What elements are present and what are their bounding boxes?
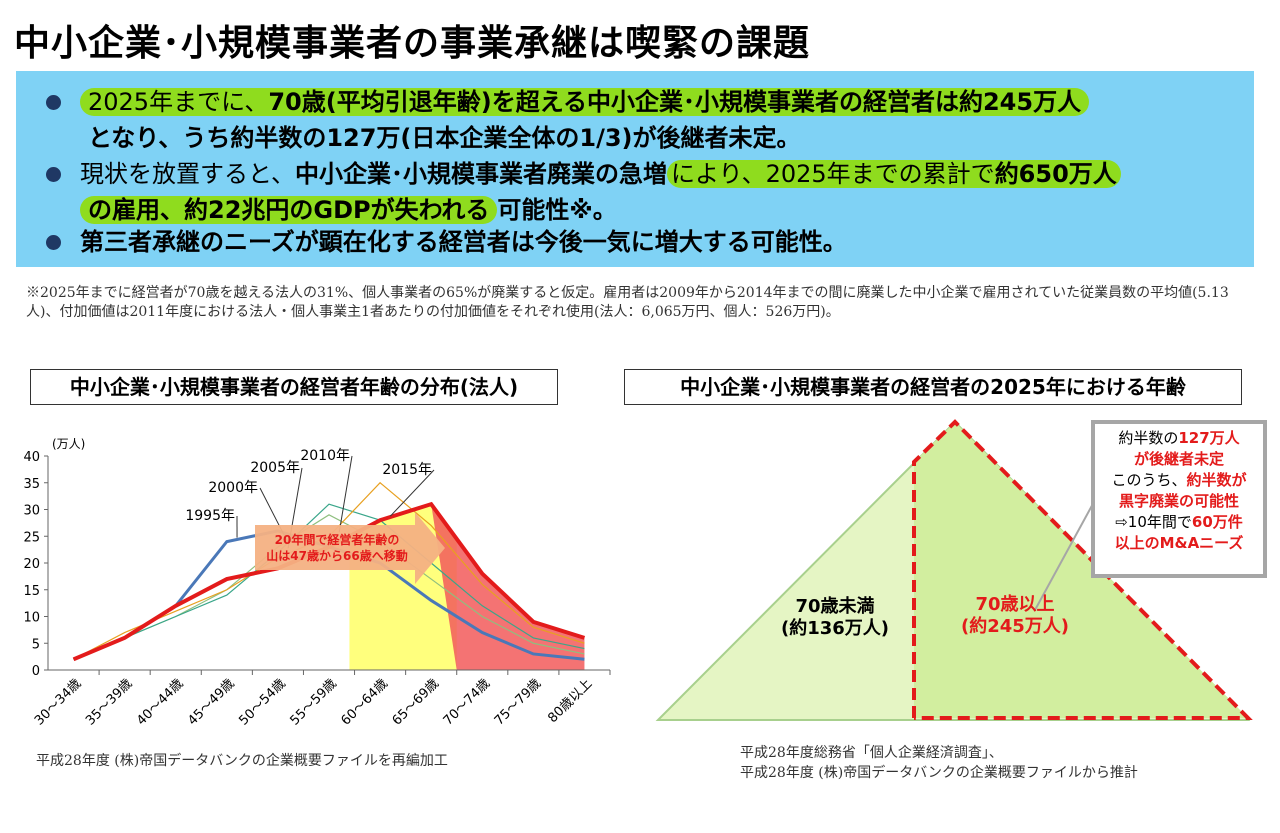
- b2-pre: 現状を放置すると、: [80, 160, 296, 188]
- under70-value: (約136万人): [780, 618, 890, 639]
- callout-l1a: 約半数の: [1118, 429, 1179, 447]
- bullet-dot: [46, 95, 61, 110]
- y-tick-label: 30: [23, 504, 40, 519]
- y-tick-label: 35: [23, 477, 40, 492]
- b3-text: 第三者承継のニーズが顕在化する経営者は今後一気に増大する可能性。: [80, 228, 847, 256]
- left-source: 平成28年度 (株)帝国データバンクの企業概要ファイルを再編加工: [36, 753, 448, 769]
- under70-label: 70歳未満: [795, 596, 875, 617]
- series-label-leader: [389, 469, 435, 517]
- arrow-label-1: 20年間で経営者年齢の: [275, 532, 400, 547]
- callout-pointer: [1034, 499, 1096, 611]
- x-tick-label: 30～34歳: [32, 676, 84, 728]
- x-tick-label: 65～69歳: [390, 676, 442, 728]
- series-label: 2000年: [208, 480, 258, 496]
- y-tick-label: 40: [23, 450, 40, 465]
- arrow-label-2: 山は47歳から66歳へ移動: [266, 548, 407, 563]
- x-tick-label: 75～79歳: [492, 676, 544, 728]
- under70-label-group: 70歳未満 (約136万人): [770, 596, 900, 640]
- b1-pre: 2025年までに、: [88, 88, 269, 116]
- series-line-2005年: [73, 503, 585, 660]
- x-tick-label: 55～59歳: [287, 676, 339, 728]
- age-pyramid: [655, 419, 1253, 721]
- right-source-2: 平成28年度 (株)帝国データバンクの企業概要ファイルから推計: [740, 765, 1138, 781]
- y-tick-label: 15: [23, 584, 40, 599]
- callout-l2: が後継者未定: [1133, 450, 1224, 468]
- y-tick-label: 10: [23, 611, 40, 626]
- pyramid-over70-fill: [914, 422, 1248, 718]
- x-tick-label: 80歳以上: [545, 676, 595, 726]
- x-tick-label: 50～54歳: [236, 676, 288, 728]
- x-tick-label: 45～49歳: [185, 676, 237, 728]
- b2-bold2: 約650万人: [994, 160, 1117, 188]
- callout-l6: 以上のM&Aニーズ: [1114, 534, 1244, 552]
- right-chart-title: 中小企業･小規模事業者の経営者の2025年における年齢: [624, 369, 1242, 405]
- age-distribution-chart: 0 5 10 15 20 25 30 35 40 (万人) 30～34歳35～39歳40～44歳45…: [23, 437, 611, 729]
- shade-70plus: [431, 504, 585, 670]
- callout-l1b: 127万人: [1178, 429, 1240, 447]
- series-label: 2005年: [250, 460, 300, 476]
- b2-line2-tail: 可能性※。: [497, 196, 617, 224]
- callout-box: 約半数の127万人 が後継者未定 このうち、約半数が 黒字廃業の可能性 ⇨10年…: [1091, 420, 1267, 578]
- x-tick-label: 60～64歳: [339, 676, 391, 728]
- bullet-dot: [46, 235, 61, 250]
- callout-l5b: 60万件: [1191, 513, 1243, 531]
- y-tick-label: 25: [23, 530, 40, 545]
- summary-box: 2025年までに、70歳(平均引退年齢)を超える中小企業･小規模事業者の経営者は…: [16, 71, 1254, 267]
- callout-l5a: ⇨10年間で: [1115, 513, 1192, 531]
- series-label: 2015年: [382, 462, 432, 478]
- callout-l3a: このうち、: [1111, 471, 1187, 489]
- x-tick-label: 35～39歳: [83, 676, 135, 728]
- y-axis-unit: (万人): [52, 437, 85, 451]
- over70-label-group: 70歳以上 (約245万人): [950, 594, 1080, 638]
- over70-dashed-outline: [912, 419, 1253, 720]
- y-tick-label: 20: [23, 557, 40, 572]
- y-tick-label: 0: [32, 664, 40, 679]
- b2-line2-bold: の雇用、約22兆円のGDPが失われる: [88, 196, 490, 224]
- right-source-1: 平成28年度総務省「個人企業経済調査」、: [740, 745, 1003, 761]
- b1-bold: 70歳(平均引退年齢)を超える中小企業･小規模事業者の経営者は約245万人: [268, 88, 1082, 116]
- b2-mid: により、2025年までの累計で: [671, 160, 995, 188]
- x-tick-label: 40～44歳: [134, 676, 186, 728]
- b1-line2: となり、うち約半数の127万(日本企業全体の1/3)が後継者未定。: [88, 124, 801, 152]
- shift-arrow: [255, 512, 445, 584]
- page-title: 中小企業･小規模事業者の事業承継は喫緊の課題: [14, 23, 811, 64]
- series-label: 2010年: [300, 448, 350, 464]
- callout-l3b: 約半数が: [1186, 471, 1247, 489]
- over70-value: (約245万人): [960, 616, 1070, 637]
- x-tick-label: 70～74歳: [441, 676, 493, 728]
- callout-l4: 黒字廃業の可能性: [1118, 492, 1239, 510]
- series-label-leader: [338, 455, 353, 533]
- y-tick-label: 5: [32, 637, 40, 652]
- series-label: 1995年: [185, 508, 235, 524]
- b2-bold1: 中小企業･小規模事業者廃業の急増: [295, 160, 668, 188]
- bullet-dot: [46, 167, 61, 182]
- over70-label: 70歳以上: [975, 594, 1055, 615]
- left-chart-title: 中小企業･小規模事業者の経営者年齢の分布(法人): [30, 369, 558, 405]
- footnote: ※2025年までに経営者が70歳を越える法人の31%、個人事業者の65%が廃業す…: [26, 285, 1229, 320]
